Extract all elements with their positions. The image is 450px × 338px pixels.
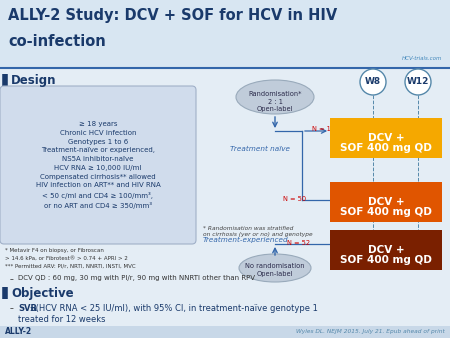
Text: N = 52: N = 52 xyxy=(287,240,310,246)
FancyBboxPatch shape xyxy=(0,86,196,244)
Text: treated for 12 weeks: treated for 12 weeks xyxy=(18,315,105,324)
Text: N = 50: N = 50 xyxy=(283,196,306,202)
FancyBboxPatch shape xyxy=(330,182,442,222)
FancyBboxPatch shape xyxy=(330,118,442,158)
Text: Wyles DL. NEJM 2015. July 21. Epub ahead of print: Wyles DL. NEJM 2015. July 21. Epub ahead… xyxy=(296,330,445,335)
Text: * Randomisation was stratified
on cirrhosis (yer or no) and genotype: * Randomisation was stratified on cirrho… xyxy=(203,226,313,237)
Text: SOF 400 mg QD: SOF 400 mg QD xyxy=(340,255,432,265)
Text: –: – xyxy=(10,275,14,284)
Text: SOF 400 mg QD: SOF 400 mg QD xyxy=(340,207,432,217)
FancyBboxPatch shape xyxy=(0,0,450,68)
Text: SVR: SVR xyxy=(18,304,37,313)
Text: co-infection: co-infection xyxy=(8,34,106,49)
Text: > 14.6 kPa, or Fibrotest® > 0.74 + APRI > 2: > 14.6 kPa, or Fibrotest® > 0.74 + APRI … xyxy=(5,256,128,261)
Text: 12: 12 xyxy=(29,307,36,312)
Text: *** Permitted ARV: PI/r, NRTI, NNRTI, INSTI, MVC: *** Permitted ARV: PI/r, NRTI, NNRTI, IN… xyxy=(5,264,135,269)
FancyBboxPatch shape xyxy=(0,326,450,338)
Text: (HCV RNA < 25 IU/ml), with 95% CI, in treatment-naïve genotype 1: (HCV RNA < 25 IU/ml), with 95% CI, in tr… xyxy=(33,304,318,313)
Text: –: – xyxy=(10,304,14,313)
Text: Treatment naïve: Treatment naïve xyxy=(230,146,290,152)
Text: * Metavir F4 on biopsy, or Fibroscan: * Metavir F4 on biopsy, or Fibroscan xyxy=(5,248,104,253)
Text: N = 101: N = 101 xyxy=(312,126,339,132)
Text: W8: W8 xyxy=(365,77,381,87)
Text: HCV-trials.com: HCV-trials.com xyxy=(401,56,442,61)
Text: ALLY-2: ALLY-2 xyxy=(5,328,32,337)
Text: Randomisation*
2 : 1
Open-label: Randomisation* 2 : 1 Open-label xyxy=(248,91,302,113)
Circle shape xyxy=(360,69,386,95)
Text: SOF 400 mg QD: SOF 400 mg QD xyxy=(340,143,432,153)
Text: DCV +: DCV + xyxy=(368,245,404,255)
Text: DCV +: DCV + xyxy=(368,133,404,143)
Text: Treatment-experienced: Treatment-experienced xyxy=(203,237,288,243)
Text: No randomisation
Open-label: No randomisation Open-label xyxy=(245,263,305,277)
Ellipse shape xyxy=(239,254,311,282)
Text: ≥ 18 years
Chronic HCV infection
Genotypes 1 to 6
Treatment-naïve or experienced: ≥ 18 years Chronic HCV infection Genotyp… xyxy=(36,121,160,209)
Text: ALLY-2 Study: DCV + SOF for HCV in HIV: ALLY-2 Study: DCV + SOF for HCV in HIV xyxy=(8,8,337,23)
Ellipse shape xyxy=(236,80,314,114)
FancyBboxPatch shape xyxy=(330,230,442,270)
Text: DCV QD : 60 mg, 30 mg with PI/r, 90 mg with NNRTI other than RPV: DCV QD : 60 mg, 30 mg with PI/r, 90 mg w… xyxy=(18,275,255,281)
Text: DCV +: DCV + xyxy=(368,197,404,207)
Text: W12: W12 xyxy=(407,77,429,87)
Circle shape xyxy=(405,69,431,95)
Text: Objective: Objective xyxy=(11,287,74,300)
Text: Design: Design xyxy=(11,74,57,87)
